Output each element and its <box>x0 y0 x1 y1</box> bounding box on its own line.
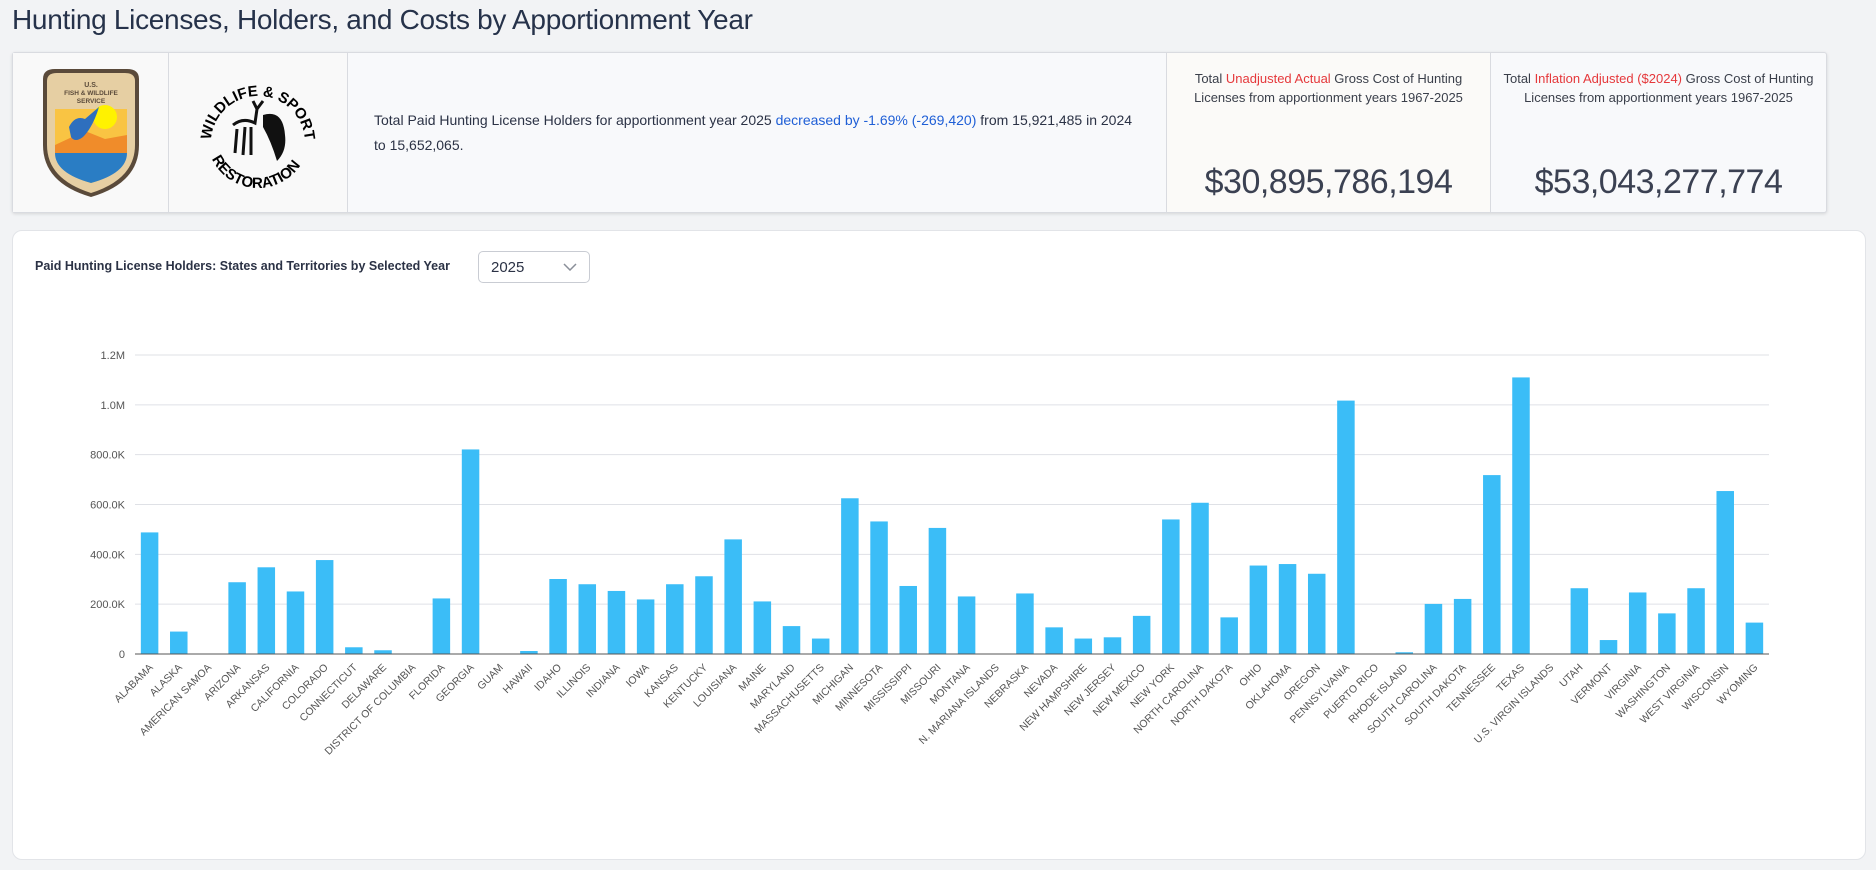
bar <box>1162 519 1180 654</box>
bar <box>695 576 713 654</box>
bar <box>432 598 451 654</box>
bar <box>1424 603 1443 654</box>
bar <box>666 584 684 654</box>
x-tick-label: ALABAMA <box>112 662 156 706</box>
y-tick-label: 400.0K <box>90 549 126 561</box>
bar <box>1307 573 1326 654</box>
holders-summary: Total Paid Hunting License Holders for a… <box>348 53 1167 212</box>
bar <box>1453 598 1472 654</box>
chart-title: Paid Hunting License Holders: States and… <box>35 259 450 273</box>
wsfr-logo: WILDLIFE & SPORT FISH RESTORATION <box>169 53 348 212</box>
usfws-logo: U.S. FISH & WILDLIFE SERVICE <box>13 53 169 212</box>
bar <box>1278 564 1297 654</box>
bar <box>1016 593 1034 654</box>
stat-label: Total Inflation Adjusted ($2024) Gross C… <box>1503 71 1814 105</box>
svg-text:SERVICE: SERVICE <box>76 98 105 105</box>
unadjusted-cost-card: Total Unadjusted Actual Gross Cost of Hu… <box>1167 53 1491 212</box>
x-tick-label: OHIO <box>1237 662 1264 689</box>
stat-label: Total Unadjusted Actual Gross Cost of Hu… <box>1194 71 1463 105</box>
svg-text:FISH & WILDLIFE: FISH & WILDLIFE <box>64 90 118 97</box>
bar <box>1716 491 1734 654</box>
bar <box>1628 592 1647 654</box>
bar <box>549 579 567 654</box>
y-tick-label: 1.2M <box>101 350 125 362</box>
bar <box>1745 622 1764 654</box>
bar <box>753 601 772 654</box>
svg-text:U.S.: U.S. <box>84 82 98 89</box>
bar <box>286 591 305 654</box>
bar <box>1570 588 1589 654</box>
y-tick-label: 200.0K <box>90 599 126 611</box>
bar <box>1687 588 1705 654</box>
bar <box>1395 652 1414 654</box>
bar <box>520 651 538 654</box>
summary-text-end: from 15,921,485 in 2024 to 15,652,065. <box>374 111 1133 153</box>
bar <box>870 521 888 654</box>
y-tick-label: 1.0M <box>101 400 125 412</box>
bar <box>578 584 597 654</box>
bar <box>1132 615 1151 654</box>
x-tick-label: HAWAII <box>501 662 535 696</box>
bar <box>957 596 976 654</box>
y-tick-label: 600.0K <box>90 500 126 512</box>
bar <box>928 527 947 654</box>
change-highlight: decreased by -1.69% (-269,420) <box>775 111 977 128</box>
bar <box>170 631 188 654</box>
summary-banner: U.S. FISH & WILDLIFE SERVICE WILDLIFE & … <box>12 52 1827 213</box>
year-select-value: 2025 <box>491 258 525 276</box>
bar <box>607 590 626 654</box>
bar <box>1249 565 1268 654</box>
bar <box>1337 400 1355 654</box>
chevron-down-icon <box>563 263 577 271</box>
bar <box>461 449 480 654</box>
y-tick-label: 0 <box>119 649 125 661</box>
y-tick-label: 800.0K <box>90 450 126 462</box>
bar <box>374 650 392 654</box>
unadjusted-cost-value: $30,895,786,194 <box>1204 163 1453 201</box>
bar <box>782 626 801 654</box>
bar <box>811 638 830 654</box>
bar <box>724 539 742 654</box>
svg-text:RESTORATION: RESTORATION <box>208 152 304 192</box>
bar <box>315 560 334 654</box>
page-title: Hunting Licenses, Holders, and Costs by … <box>12 4 753 35</box>
bar <box>841 498 859 654</box>
bar <box>345 647 363 654</box>
chart-card: Paid Hunting License Holders: States and… <box>12 230 1866 860</box>
summary-text: Total Paid Hunting License Holders for a… <box>374 111 776 128</box>
bar <box>140 532 159 654</box>
bar <box>899 585 917 654</box>
bar <box>1483 475 1501 654</box>
bar-chart: 0 200.0K 400.0K 600.0K 800.0K 1.0M 1.2M ALABAMA… <box>90 350 1769 757</box>
bar <box>228 582 246 654</box>
inflation-adjusted-cost-card: Total Inflation Adjusted ($2024) Gross C… <box>1491 53 1826 212</box>
inflation-adjusted-cost-value: $53,043,277,774 <box>1534 163 1783 201</box>
bar <box>1045 627 1063 654</box>
bar <box>1658 613 1676 654</box>
bar <box>1512 377 1530 654</box>
bar <box>1074 638 1093 654</box>
bar <box>1220 617 1238 654</box>
bar <box>1191 502 1209 654</box>
bar <box>1103 637 1122 654</box>
year-select[interactable]: 2025 <box>478 251 590 283</box>
bar <box>1599 640 1618 654</box>
bar <box>636 599 655 654</box>
bar <box>257 567 276 654</box>
